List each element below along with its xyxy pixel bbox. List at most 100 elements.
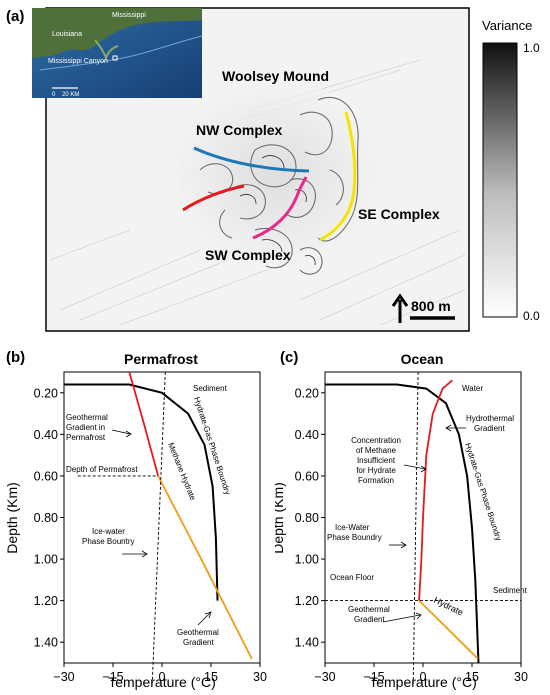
panel-c-ylabel: Depth (Km) (275, 482, 286, 554)
panel-b-chart: (b) Permafrost 0.20 0.40 0.60 0.80 1.00 1.20 1… (4, 349, 267, 690)
panel-b-letter: (b) (6, 349, 25, 366)
c-conc-4: for Hydrate (356, 466, 396, 475)
inset-label-canyon: Mississippi Canyon (48, 58, 108, 65)
b-methane-hydrate-label: Methane Hydrate (166, 441, 198, 502)
c-ytick-label: 0.60 (295, 469, 319, 483)
b-geo-arrow (197, 612, 211, 626)
c-conc-2: of Methane (356, 446, 397, 455)
c-conc-arrow (403, 464, 426, 470)
panel-c-xticks: −30 −15 0 15 30 (314, 663, 528, 684)
b-depth-perma-label: Depth of Permafrost (66, 465, 138, 474)
panel-b-ylabel: Depth (Km) (4, 482, 20, 554)
c-geo-arrow (382, 614, 421, 623)
inset-shelf-edge (39, 35, 203, 71)
c-ocean-floor-label: Ocean Floor (330, 573, 374, 582)
c-conc-1: Concentration (351, 436, 401, 445)
colorbar-min: 0.0 (523, 309, 540, 323)
sw-complex-label: SW Complex (205, 247, 291, 263)
b-geo-2: Gradient (183, 638, 214, 647)
c-ytick-label: 0.20 (295, 386, 319, 400)
b-xtick-label: 15 (204, 670, 218, 684)
b-sediment-label: Sediment (193, 384, 228, 393)
c-xtick-label: 0 (420, 670, 427, 684)
c-geo-1: Geothermal (348, 605, 390, 614)
b-ytick-label: 0.80 (34, 511, 58, 525)
b-hydrate-gas-phase-boundary-curve (64, 383, 219, 601)
inset-land (32, 8, 202, 58)
panel-b-xticks: −30 −15 0 15 30 (53, 663, 267, 684)
b-icewater-2: Phase Bountry (82, 537, 134, 546)
c-ytick-label: 0.40 (295, 428, 319, 442)
c-xtick-label: 30 (514, 670, 528, 684)
b-icewater-1: Ice-water (92, 527, 125, 536)
panel-a-letter: (a) (6, 8, 24, 25)
c-ice-water-phase-boundary-line (412, 371, 419, 684)
red-line (182, 184, 245, 212)
c-icewater-1: Ice-Water (335, 523, 370, 532)
panel-c-xlabel: Temperature (°C) (369, 674, 477, 690)
c-water-label: Water (462, 384, 483, 393)
b-xtick-label: 0 (159, 670, 166, 684)
colorbar-title: Variance (482, 18, 532, 33)
north-arrow-head (391, 293, 409, 307)
b-ytick-label: 0.60 (34, 469, 58, 483)
inset-delta (94, 39, 119, 62)
c-ytick-label: 1.00 (295, 553, 319, 567)
b-geo-perma-1: Geothermal (66, 413, 108, 422)
mound-features-dark (239, 155, 316, 266)
nw-complex-label: NW Complex (196, 122, 283, 138)
b-ytick-label: 1.40 (34, 636, 58, 650)
panel-c-title: Ocean (401, 351, 444, 367)
b-ice-water-phase-boundary-line (151, 371, 166, 684)
inset-site-marker (112, 55, 118, 61)
inset-label-mississippi: Mississippi (112, 12, 146, 19)
b-ytick-label: 1.20 (34, 594, 58, 608)
c-hydro-2: Gradient (474, 424, 505, 433)
b-geo-arrowhead (204, 611, 212, 619)
panel-b: (b) Permafrost 0.20 0.40 0.60 0.80 1.00 1.20 1… (0, 340, 275, 690)
panel-c-letter: (c) (280, 349, 298, 366)
c-xtick-label: 15 (465, 670, 479, 684)
b-xtick-label: −30 (53, 670, 74, 684)
c-xtick-label: −15 (363, 670, 384, 684)
c-conc-5: Formation (358, 476, 394, 485)
inset-label-louisiana: Louisiana (52, 31, 82, 38)
panel-c-chart: (c) Ocean 0.20 0.40 0.60 0.80 1.00 1.20 1.40 −… (270, 349, 528, 690)
panel-c: (c) Ocean 0.20 0.40 0.60 0.80 1.00 1.20 1.40 −… (270, 340, 550, 690)
mound-features (199, 96, 359, 275)
panel-a: Mississippi Louisiana Mississippi Canyon… (0, 0, 550, 340)
panel-b-title: Permafrost (124, 351, 198, 367)
panel-b-curves (64, 371, 253, 684)
c-icewater-arrowhead (400, 541, 407, 549)
colorbar (482, 42, 518, 318)
c-xtick-label: −30 (314, 670, 335, 684)
b-geo-perma-3: Permafrost (66, 433, 106, 442)
c-conc-3: Insufficient (357, 456, 396, 465)
sw-complex-line (252, 176, 308, 240)
b-ytick-label: 0.20 (34, 386, 58, 400)
nw-complex-line (193, 146, 310, 173)
c-icewater-2: Phase Boundry (327, 533, 382, 542)
c-hydrate-label: Hydrate (432, 595, 465, 618)
c-geo-arrowhead (415, 612, 422, 620)
c-ytick-label: 0.80 (295, 511, 319, 525)
c-ytick-label: 1.40 (295, 636, 319, 650)
c-hydro-arrowhead (445, 424, 452, 432)
b-xtick-label: −15 (102, 670, 123, 684)
colorbar-max: 1.0 (523, 41, 540, 55)
b-xtick-label: 30 (253, 670, 267, 684)
c-geothermal-gradient-line (418, 599, 479, 660)
b-geo-1: Geothermal (177, 628, 219, 637)
c-hydro-1: Hydrothermal (466, 414, 514, 423)
panel-c-curves (325, 371, 521, 684)
c-conc-arrowhead (420, 465, 427, 473)
se-complex-line (319, 111, 357, 242)
woolsey-mound-label: Woolsey Mound (222, 68, 329, 84)
c-sediment-label: Sediment (493, 586, 528, 595)
panel-b-xlabel: Temperature (°C) (108, 674, 216, 690)
b-geo-perma-arrowhead (125, 430, 132, 438)
b-geo-perma-arrow (111, 429, 131, 435)
b-icewater-arrowhead (141, 550, 148, 558)
c-geo-2: Gradient (354, 615, 385, 624)
se-complex-label: SE Complex (358, 206, 440, 222)
